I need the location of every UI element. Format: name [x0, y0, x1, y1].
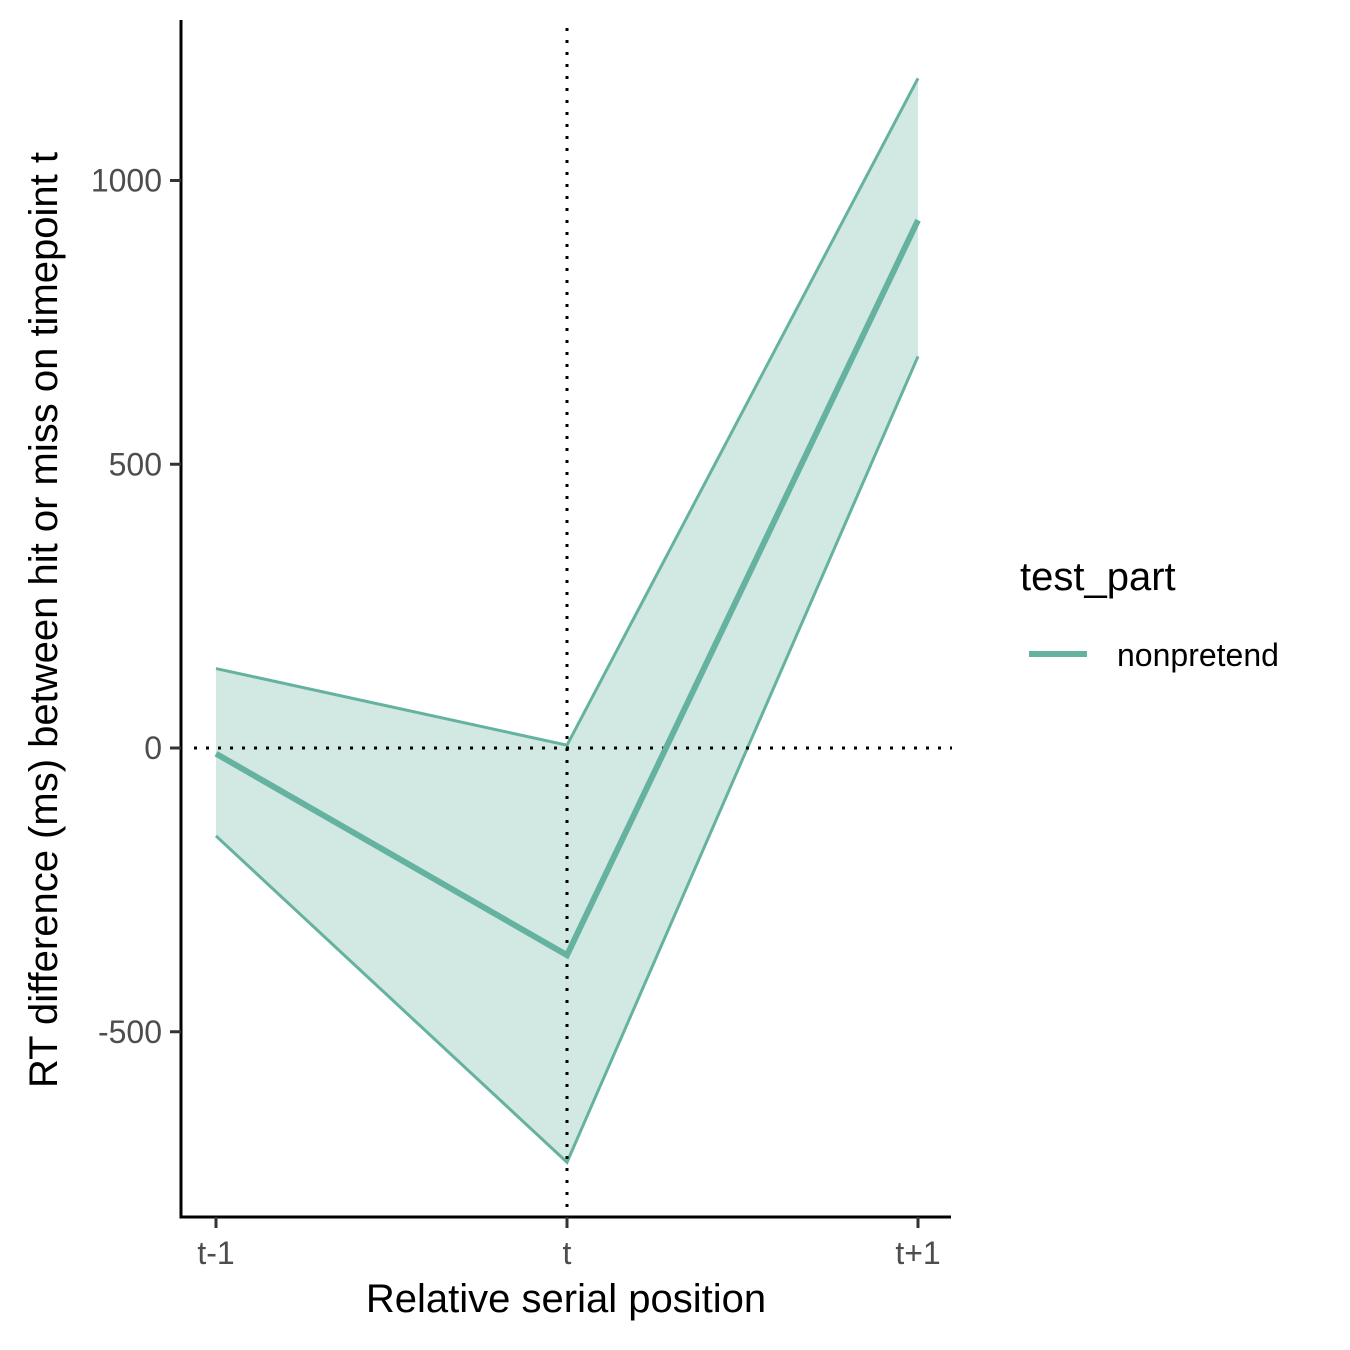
ribbon-upper-edge: [215, 77, 920, 747]
legend-label-nonpretend: nonpretend: [1117, 637, 1279, 673]
series-line-nonpretend: [214, 218, 921, 960]
x-tick-label: t: [563, 1235, 572, 1271]
x-tick-label: t+1: [895, 1235, 940, 1271]
y-axis-title: RT difference (ms) between hit or miss o…: [22, 152, 66, 1088]
y-tick-label: -500: [98, 1014, 162, 1050]
ribbon-nonpretend: [216, 78, 918, 1163]
y-tick-label: 0: [144, 730, 162, 766]
y-tick-label: 500: [109, 446, 162, 482]
legend-title: test_part: [1020, 555, 1176, 599]
ribbon-lower-edge: [214, 355, 920, 1165]
x-axis-title: Relative serial position: [366, 1277, 766, 1321]
y-tick-label: 1000: [91, 163, 162, 199]
x-tick-label: t-1: [197, 1235, 234, 1271]
legend: test_part nonpretend: [1020, 555, 1279, 673]
